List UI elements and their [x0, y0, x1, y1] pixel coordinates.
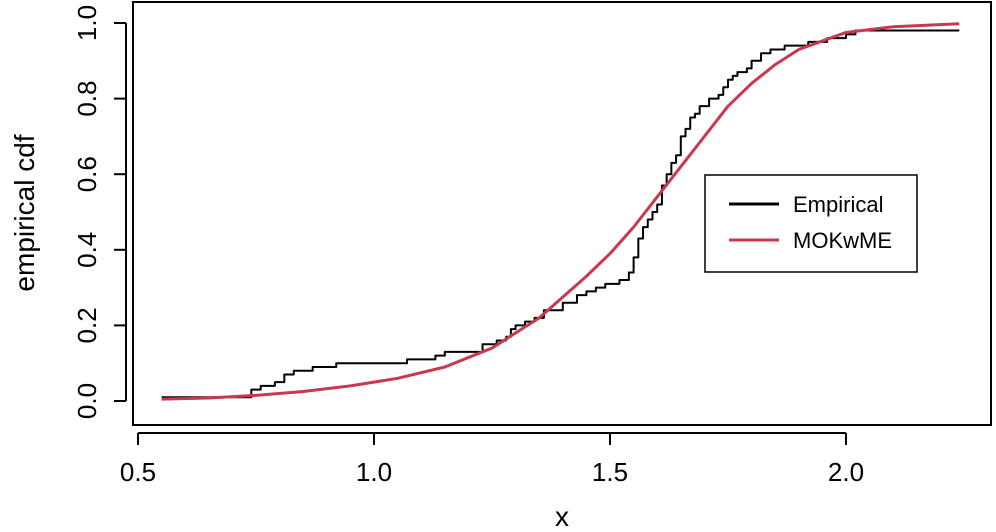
y-axis: 0.0 0.2 0.4 0.6 0.8 1.0: [72, 5, 127, 419]
y-axis-title: empirical cdf: [9, 134, 40, 291]
y-tick-label: 0.0: [72, 383, 102, 419]
x-tick-label: 1.0: [356, 457, 392, 487]
legend: Empirical MOKwME: [704, 174, 918, 273]
y-tick-label: 0.8: [72, 81, 102, 117]
legend-label-mokwme: MOKwME: [793, 228, 892, 253]
y-tick-label: 0.6: [72, 156, 102, 192]
y-tick-label: 0.2: [72, 307, 102, 343]
series-line-empirical: [161, 29, 960, 399]
x-tick-label: 0.5: [120, 457, 156, 487]
legend-box: [704, 174, 918, 273]
x-axis-title: x: [555, 501, 569, 532]
x-axis: 0.5 1.0 1.5 2.0: [120, 432, 864, 487]
series-line-mokwme: [161, 22, 960, 401]
y-tick-label: 1.0: [72, 5, 102, 41]
series-layer: [161, 22, 960, 401]
plot-frame: [132, 1, 992, 426]
legend-label-empirical: Empirical: [793, 192, 883, 217]
x-tick-label: 2.0: [828, 457, 864, 487]
y-tick-label: 0.4: [72, 232, 102, 268]
x-tick-label: 1.5: [592, 457, 628, 487]
